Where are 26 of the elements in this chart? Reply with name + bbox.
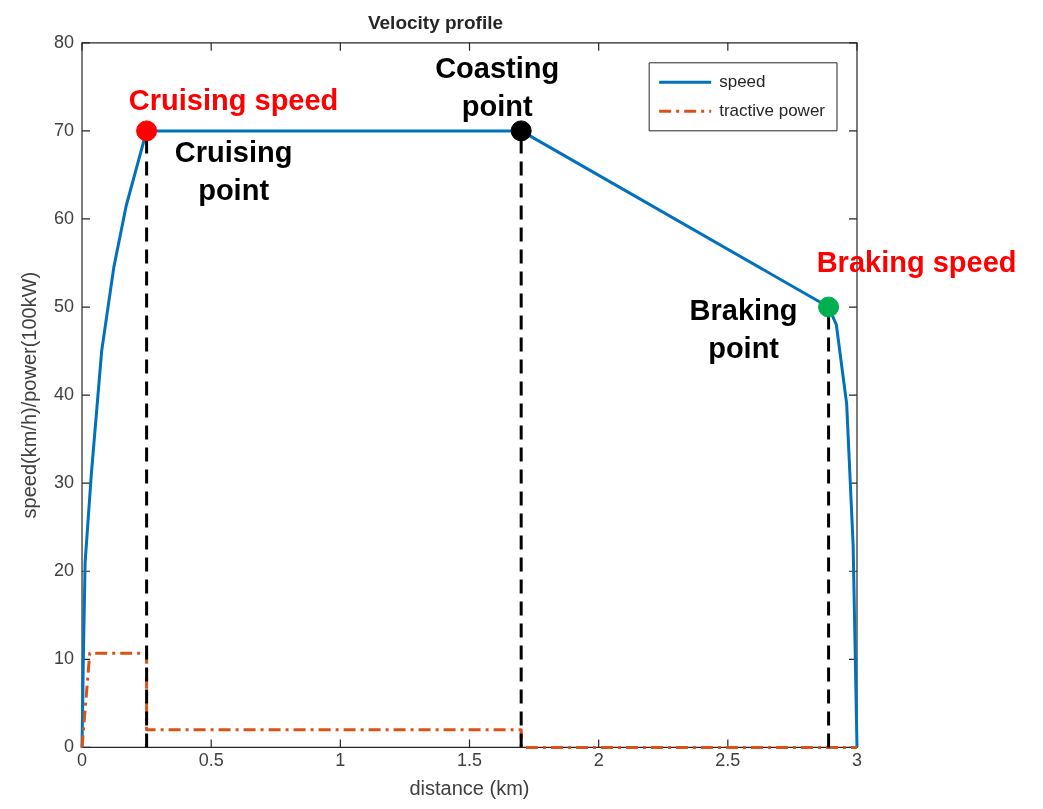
- chart-title: Velocity profile: [367, 11, 504, 33]
- x-tick-label: 1: [335, 750, 346, 771]
- y-tick-label: 70: [53, 119, 75, 140]
- y-tick-label: 10: [53, 648, 75, 669]
- legend-label: tractive power: [719, 100, 826, 120]
- y-tick-label: 20: [53, 560, 75, 581]
- x-tick-label: 1.5: [457, 750, 483, 771]
- annotation: Braking speed: [816, 246, 1017, 279]
- x-tick-label: 2.5: [715, 750, 741, 771]
- annotation: Braking point: [689, 294, 798, 365]
- y-tick-label: 30: [53, 472, 75, 493]
- annotation: Coasting point: [435, 51, 560, 122]
- legend-label: speed: [719, 71, 766, 91]
- y-tick-label: 50: [53, 295, 75, 316]
- y-tick-label: 40: [53, 384, 75, 405]
- y-axis-title: speed(km/h)/power(100kW): [17, 271, 40, 519]
- y-tick-label: 0: [64, 736, 75, 757]
- annotation: Cruising speed: [128, 83, 339, 116]
- x-tick-label: 0.5: [198, 750, 224, 771]
- x-tick-label: 2: [593, 750, 604, 771]
- annotation: Cruising point: [174, 135, 293, 206]
- y-tick-label: 60: [53, 207, 75, 228]
- x-axis-title: distance (km): [409, 776, 530, 799]
- x-tick-label: 0: [77, 750, 88, 771]
- x-tick-label: 3: [851, 750, 863, 771]
- y-tick-label: 80: [53, 31, 75, 52]
